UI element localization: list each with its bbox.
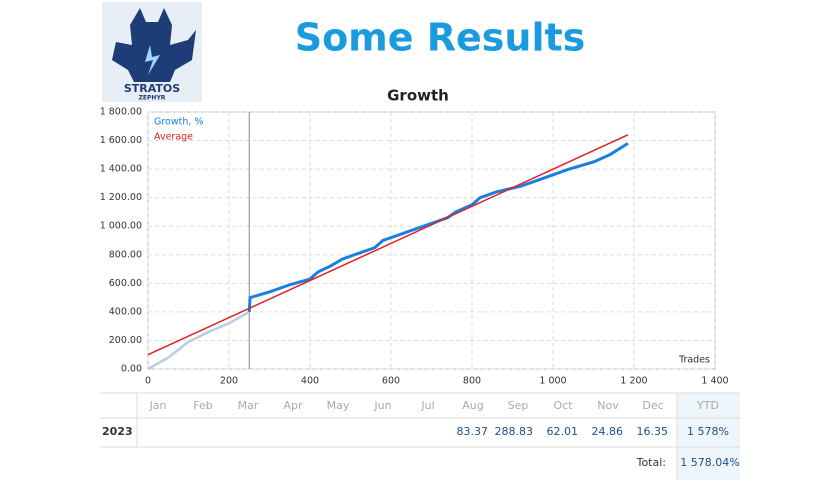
y-tick-label: 200.00 — [109, 335, 142, 346]
month-header: Oct — [553, 399, 573, 412]
table-cell: 62.01 — [547, 425, 579, 438]
month-header: Jul — [420, 399, 434, 412]
month-header: Jun — [373, 399, 391, 412]
month-header: Apr — [283, 399, 303, 412]
total-value: 1 578.04% — [680, 456, 739, 469]
x-tick-label: 1 000 — [539, 376, 566, 387]
y-tick-label: 600.00 — [109, 278, 142, 289]
month-header: Sep — [508, 399, 529, 412]
logo-subtext: ZEPHYR — [139, 95, 166, 102]
y-tick-label: 1 600.00 — [100, 135, 142, 146]
month-header: Jan — [149, 399, 167, 412]
month-header: Mar — [238, 399, 259, 412]
month-header: Aug — [462, 399, 483, 412]
month-header: May — [327, 399, 350, 412]
table-cell: 1 578% — [687, 425, 729, 438]
x-tick-label: 800 — [463, 376, 481, 387]
y-tick-label: 1 800.00 — [100, 107, 142, 118]
x-tick-label: 1 400 — [701, 376, 728, 387]
month-header: Dec — [642, 399, 663, 412]
x-axis-label: Trades — [678, 355, 710, 366]
chart-title: Growth — [387, 87, 449, 105]
x-tick-label: 0 — [145, 376, 151, 387]
plot-area — [147, 111, 716, 370]
y-tick-label: 1 200.00 — [100, 192, 142, 203]
y-tick-label: 400.00 — [109, 306, 142, 317]
ytd-column — [677, 393, 740, 480]
logo-text: STRATOS — [124, 82, 180, 95]
series-line — [147, 310, 250, 371]
series-line — [147, 134, 629, 356]
y-tick-label: 1 000.00 — [100, 221, 142, 232]
x-tick-label: 400 — [301, 376, 319, 387]
legend-label: Growth, % — [154, 117, 203, 128]
month-header: Nov — [597, 399, 619, 412]
x-tick-label: 600 — [382, 376, 400, 387]
y-tick-label: 0.00 — [121, 364, 142, 375]
logo-figure — [112, 8, 196, 82]
total-label: Total: — [636, 456, 666, 469]
table-cell: 288.83 — [495, 425, 534, 438]
month-header: YTD — [696, 399, 719, 412]
table-cell: 16.35 — [637, 425, 669, 438]
x-tick-label: 1 200 — [620, 376, 647, 387]
page-title: Some Results — [295, 16, 586, 60]
y-tick-label: 1 400.00 — [100, 164, 142, 175]
table-cell: 24.86 — [592, 425, 624, 438]
month-header: Feb — [193, 399, 212, 412]
year-label: 2023 — [102, 425, 133, 438]
table-cell: 83.37 — [457, 425, 489, 438]
y-tick-label: 800.00 — [109, 249, 142, 260]
legend-label: Average — [154, 132, 193, 143]
logo-bolt — [145, 45, 160, 75]
x-tick-label: 200 — [220, 376, 238, 387]
series-line — [247, 142, 629, 312]
